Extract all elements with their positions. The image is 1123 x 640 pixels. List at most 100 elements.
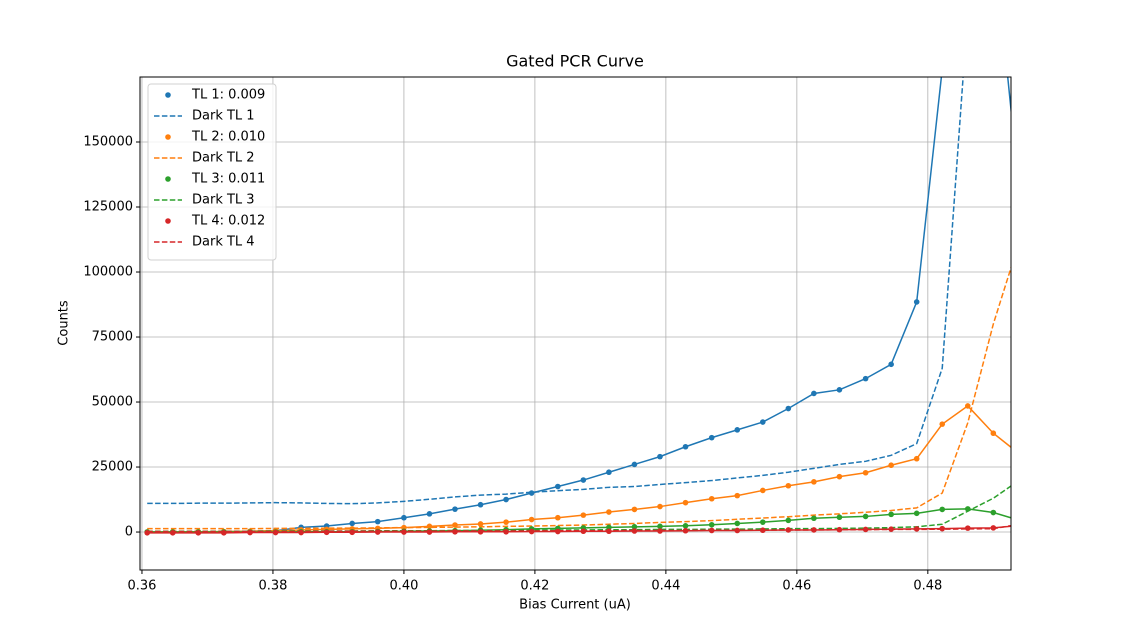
data-point	[836, 514, 843, 521]
dark-line	[147, 77, 964, 505]
data-point	[657, 453, 663, 460]
data-point	[452, 528, 458, 535]
data-point	[759, 487, 766, 494]
data-point	[401, 514, 407, 521]
data-point	[759, 519, 766, 525]
data-point	[785, 517, 792, 524]
data-point	[862, 375, 869, 382]
data-point	[913, 510, 920, 517]
data-point	[555, 528, 561, 535]
data-point	[939, 506, 946, 513]
legend-label: TL 4: 0.012	[191, 214, 265, 229]
y-tick-label: 0	[125, 525, 133, 540]
data-point	[708, 521, 715, 528]
legend-marker	[165, 134, 171, 140]
legend: TL 1: 0.009 Dark TL 1 TL 2: 0.010 Dark TL 2…	[147, 83, 277, 261]
data-point	[631, 506, 638, 513]
data-point	[555, 483, 561, 490]
y-tick-label: 100000	[83, 265, 133, 280]
data-point	[349, 529, 355, 536]
data-point	[913, 455, 920, 462]
data-point	[836, 473, 843, 480]
y-tick-label: 125000	[83, 200, 133, 215]
data-point	[734, 492, 741, 499]
data-point	[477, 521, 484, 527]
data-point	[862, 469, 869, 476]
y-tick-label: 150000	[83, 135, 133, 150]
data-point	[888, 361, 894, 368]
x-tick-label: 0.48	[913, 579, 942, 594]
data-point	[503, 519, 509, 525]
legend-label: TL 3: 0.011	[191, 172, 265, 187]
data-point	[682, 499, 689, 506]
data-point	[862, 526, 869, 533]
axes-frame	[139, 76, 1012, 571]
data-point	[682, 443, 689, 450]
data-point	[606, 469, 612, 476]
data-point	[323, 529, 330, 536]
data-point	[426, 529, 433, 535]
data-point	[657, 523, 663, 530]
data-point	[990, 525, 997, 531]
data-point	[528, 516, 535, 523]
data-point	[964, 403, 971, 409]
data-point	[555, 514, 561, 521]
data-point	[580, 512, 587, 518]
data-point	[452, 506, 458, 512]
x-tick-label: 0.40	[389, 579, 418, 594]
data-point	[913, 299, 920, 305]
y-axis-label: Counts	[57, 300, 72, 346]
legend-label: Dark TL 1	[192, 109, 255, 124]
data-point	[247, 529, 253, 536]
data-point	[734, 520, 741, 527]
data-point	[682, 522, 689, 529]
data-point	[811, 515, 817, 522]
legend-label: Dark TL 3	[192, 193, 255, 208]
chart-title: Gated PCR Curve	[506, 52, 644, 71]
data-point	[990, 430, 997, 437]
data-point	[862, 513, 869, 520]
x-tick-label: 0.46	[782, 579, 811, 594]
data-point	[631, 461, 638, 468]
plot-area	[144, 77, 1011, 536]
data-point	[606, 524, 612, 531]
data-point	[477, 501, 484, 508]
data-point	[580, 477, 587, 483]
data-point	[759, 419, 766, 425]
dark-line	[147, 265, 1011, 530]
legend-marker	[165, 92, 171, 98]
data-point	[657, 503, 663, 510]
data-point	[631, 524, 638, 530]
data-point	[657, 528, 663, 534]
x-tick-label: 0.38	[258, 579, 287, 594]
y-tick-label: 50000	[92, 395, 133, 410]
x-axis-label: Bias Current (uA)	[519, 598, 631, 613]
data-point	[426, 511, 433, 517]
legend-label: Dark TL 2	[192, 151, 255, 166]
data-point	[785, 405, 792, 412]
data-point	[374, 529, 381, 535]
data-point	[939, 421, 946, 427]
legend-label: TL 1: 0.009	[191, 88, 265, 103]
data-point	[401, 529, 407, 535]
data-point	[477, 528, 484, 535]
data-point	[349, 520, 355, 527]
x-tick-label: 0.36	[127, 579, 156, 594]
data-point	[708, 434, 715, 441]
data-point	[888, 462, 894, 469]
legend-box	[147, 83, 277, 261]
legend-label: TL 2: 0.010	[191, 130, 265, 145]
data-point	[708, 495, 715, 502]
data-point	[503, 528, 509, 535]
x-tick-label: 0.42	[520, 579, 549, 594]
data-point	[836, 387, 843, 393]
data-point	[298, 529, 304, 536]
data-point	[503, 496, 509, 503]
legend-marker	[165, 218, 171, 224]
data-point	[888, 511, 894, 518]
y-tick-label: 25000	[92, 460, 133, 475]
legend-label: Dark TL 4	[192, 235, 255, 250]
dark-line	[147, 524, 1011, 533]
data-point	[964, 525, 971, 531]
